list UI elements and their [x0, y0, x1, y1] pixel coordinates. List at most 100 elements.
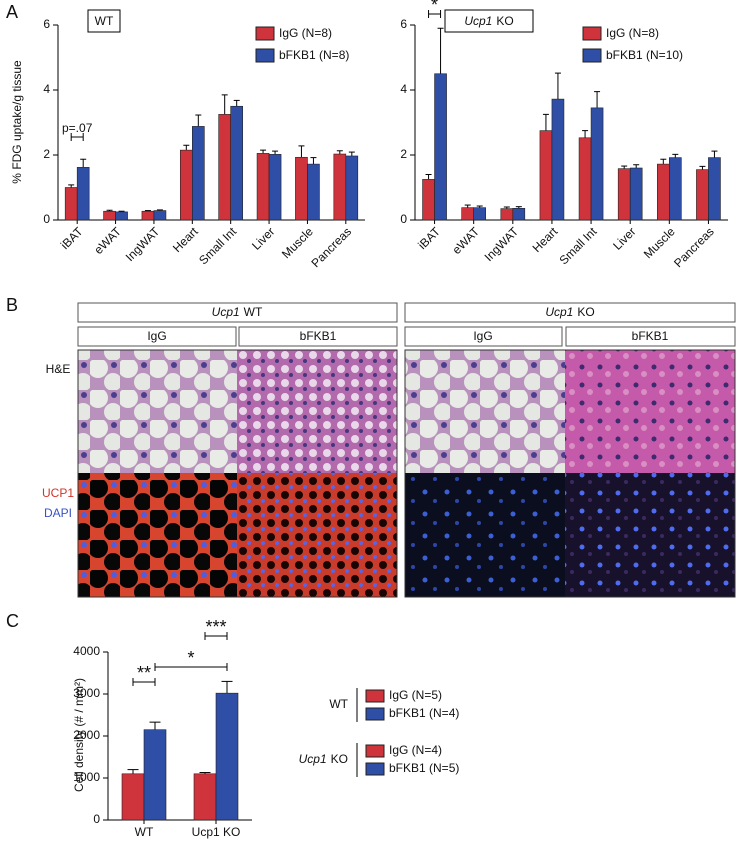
bar [590, 107, 604, 221]
he-image [565, 350, 735, 473]
row-label: DAPI [44, 506, 72, 520]
y-tick-label: 4 [43, 82, 50, 96]
x-tick-label: Liver [610, 224, 638, 252]
y-axis-label: % FDG uptake/g tissue [10, 60, 24, 184]
legend-swatch [365, 689, 385, 703]
group-header-box [404, 302, 736, 323]
panel-label: C [6, 611, 19, 631]
bar [617, 168, 631, 221]
bar [422, 179, 435, 221]
header-text: KO [577, 305, 594, 319]
bar [295, 156, 308, 221]
column-header-box [404, 326, 563, 347]
x-tick-label: Liver [249, 224, 277, 252]
legend-group-label-text: WT [329, 697, 348, 711]
legend-swatch [255, 26, 275, 41]
he-image [237, 350, 397, 473]
bar [143, 729, 167, 821]
legend-label: bFKB1 (N=10) [606, 48, 683, 62]
x-tick-label: Muscle [279, 224, 316, 261]
chart-label-box [444, 9, 534, 33]
row-label: UCP1 [42, 486, 74, 500]
x-tick-label: WT [135, 825, 154, 839]
significance-label: ** [137, 663, 151, 683]
legend-label: IgG (N=5) [389, 688, 442, 702]
significance-label: p=.07 [62, 121, 93, 135]
he-image [405, 350, 565, 473]
chart-label-italic: Ucp1 [464, 14, 492, 28]
bar [669, 157, 682, 221]
fluorescence-image [565, 473, 735, 597]
column-header: IgG [147, 329, 166, 343]
fluorescence-image [237, 473, 397, 597]
x-tick-label: eWAT [91, 224, 124, 257]
legend-group-label-italic: Ucp1 [299, 752, 327, 766]
x-tick-label: eWAT [450, 224, 483, 257]
he-image [78, 350, 237, 473]
legend-label: IgG (N=8) [606, 26, 659, 40]
fluorescence-image [78, 473, 237, 597]
y-tick-label: 4000 [73, 644, 100, 658]
column-header-box [77, 326, 237, 347]
chart-label: Ucp1 KO [464, 14, 513, 28]
panel-label: B [6, 295, 18, 315]
fluorescence-image [405, 473, 565, 597]
header-italic: Ucp1 [545, 305, 573, 319]
group-header: Ucp1 KO [545, 305, 594, 319]
column-header: bFKB1 [632, 329, 669, 343]
bar [345, 155, 359, 221]
y-tick-label: 0 [400, 212, 407, 226]
header-text: WT [244, 305, 263, 319]
bar [193, 773, 217, 821]
x-tick-label: Pancreas [671, 224, 717, 270]
legend-swatch [255, 48, 275, 63]
y-tick-label: 1000 [73, 770, 100, 784]
chart-label-text: KO [496, 14, 513, 28]
legend-label: IgG (N=8) [279, 26, 332, 40]
bar [121, 773, 145, 821]
panel-label: A [6, 2, 18, 22]
y-tick-label: 0 [43, 212, 50, 226]
bar [215, 692, 239, 821]
legend-swatch [582, 48, 602, 63]
y-tick-label: 2000 [73, 728, 100, 742]
bar [333, 153, 347, 221]
y-tick-label: 2 [400, 147, 407, 161]
bar [230, 105, 243, 221]
y-tick-label: 4 [400, 82, 407, 96]
bar [473, 207, 486, 221]
y-tick-label: 6 [400, 17, 407, 31]
x-tick-label: Pancreas [308, 224, 354, 270]
column-header: IgG [473, 329, 492, 343]
y-tick-label: 0 [93, 812, 100, 826]
x-tick-label: Ucp1 KO [192, 825, 241, 839]
y-axis-label: Cell density (# / mm²) [72, 678, 86, 792]
bar [256, 153, 270, 221]
bar [192, 126, 205, 221]
bar [307, 163, 320, 221]
bar [434, 73, 447, 221]
bar [64, 187, 78, 221]
bar [500, 208, 514, 221]
chart-label-box [87, 9, 121, 33]
legend-swatch [365, 762, 385, 776]
x-tick-label: iBAT [58, 224, 86, 252]
bar [218, 114, 231, 221]
column-header-box [238, 326, 398, 347]
group-header-box [77, 302, 398, 323]
group-header: Ucp1 WT [212, 305, 263, 319]
bar [268, 154, 282, 221]
bar [696, 169, 709, 221]
legend-swatch [365, 744, 385, 758]
bar [657, 163, 670, 221]
bar [115, 211, 128, 221]
bar [629, 167, 643, 221]
bar [539, 130, 553, 221]
bar [76, 167, 90, 221]
legend-label: bFKB1 (N=4) [389, 706, 459, 720]
bar [512, 208, 526, 221]
bar [551, 98, 565, 221]
legend-swatch [582, 26, 602, 41]
chart-label: WT [95, 14, 114, 28]
